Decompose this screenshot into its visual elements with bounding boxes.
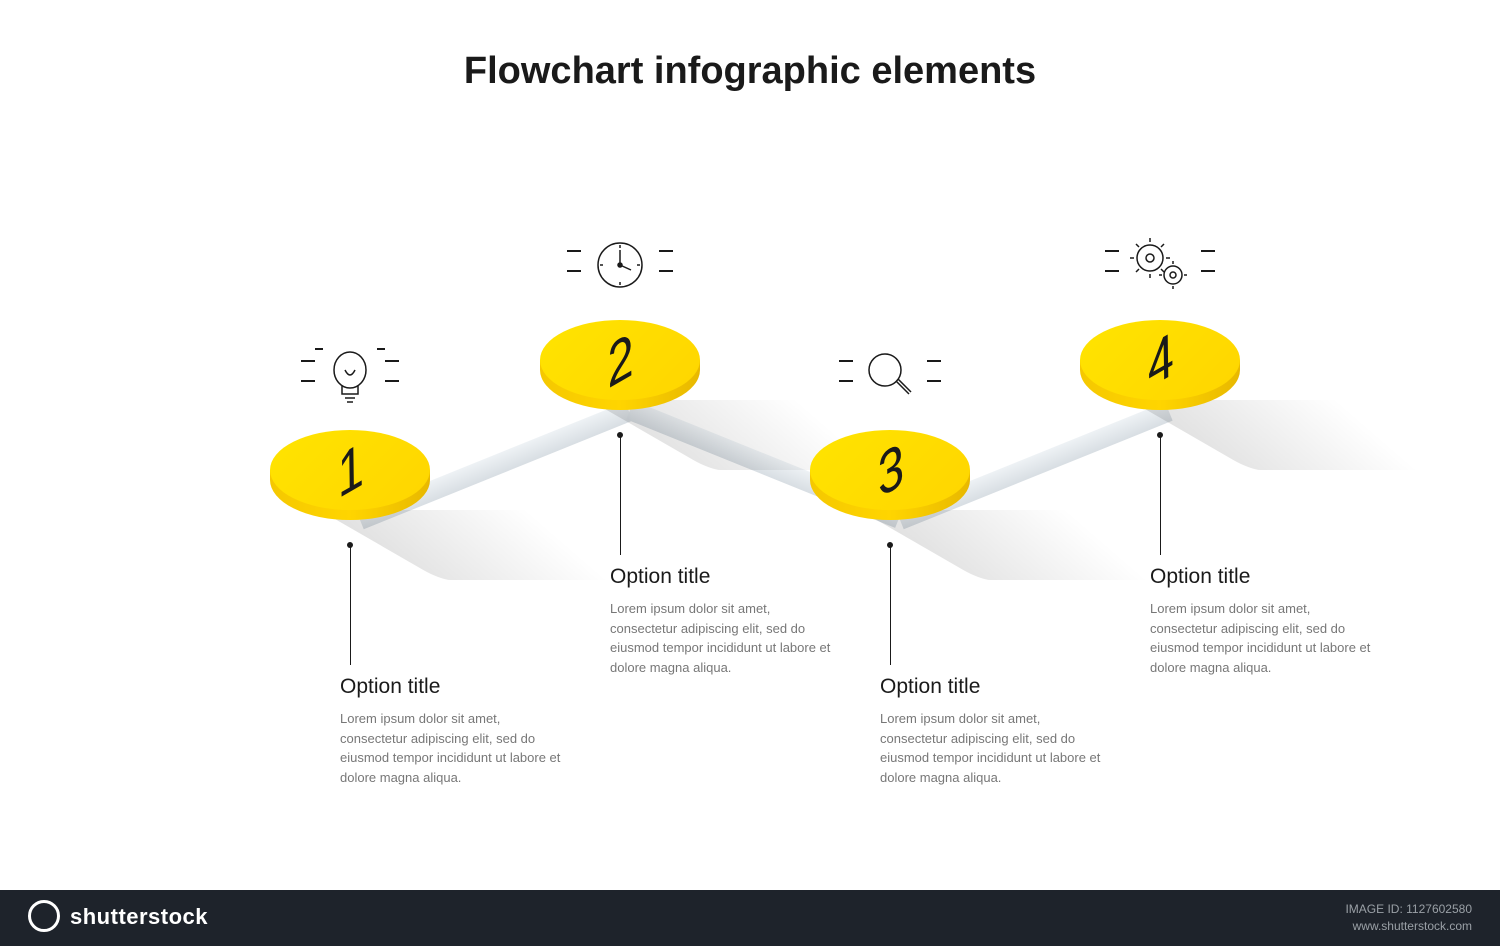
option-block-2: Option title Lorem ipsum dolor sit amet,… (610, 565, 840, 677)
shadow-1 (319, 510, 660, 580)
option-block-4: Option title Lorem ipsum dolor sit amet,… (1150, 565, 1380, 677)
gears-icon (1105, 230, 1215, 300)
option-title-1: Option title (340, 675, 570, 699)
step-cylinder-2: 2 (540, 320, 700, 410)
option-body-3: Lorem ipsum dolor sit amet, consectetur … (880, 709, 1110, 787)
option-block-3: Option title Lorem ipsum dolor sit amet,… (880, 675, 1110, 787)
brand-logo: shutterstock (28, 902, 208, 934)
option-title-3: Option title (880, 675, 1110, 699)
leader-4 (1160, 435, 1161, 555)
magnifier-icon (835, 340, 945, 410)
leader-3 (890, 545, 891, 665)
step-cylinder-3: 3 (810, 430, 970, 520)
option-body-4: Lorem ipsum dolor sit amet, consectetur … (1150, 599, 1380, 677)
leader-2 (620, 435, 621, 555)
shadow-4 (1129, 400, 1470, 470)
option-body-1: Lorem ipsum dolor sit amet, consectetur … (340, 709, 570, 787)
shadow-3 (859, 510, 1200, 580)
site-label: www.shutterstock.com (1345, 918, 1472, 935)
lightbulb-icon (295, 340, 405, 410)
infographic-canvas: 1 Option title Lorem ipsum dolor sit ame… (0, 0, 1500, 890)
footer-meta: IMAGE ID: 1127602580 www.shutterstock.co… (1345, 901, 1472, 935)
image-id-label: IMAGE ID: 1127602580 (1345, 901, 1472, 918)
leader-1 (350, 545, 351, 665)
step-cylinder-1: 1 (270, 430, 430, 520)
option-body-2: Lorem ipsum dolor sit amet, consectetur … (610, 599, 840, 677)
step-cylinder-4: 4 (1080, 320, 1240, 410)
option-block-1: Option title Lorem ipsum dolor sit amet,… (340, 675, 570, 787)
footer-bar: shutterstock IMAGE ID: 1127602580 www.sh… (0, 890, 1500, 946)
clock-icon (565, 230, 675, 300)
